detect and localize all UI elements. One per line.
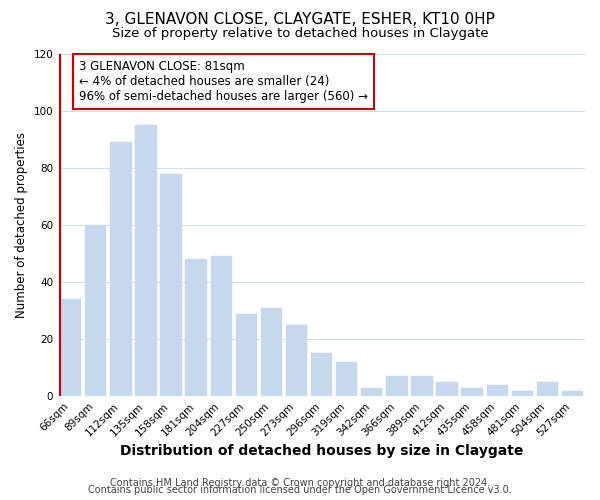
Text: 3 GLENAVON CLOSE: 81sqm
← 4% of detached houses are smaller (24)
96% of semi-det: 3 GLENAVON CLOSE: 81sqm ← 4% of detached… (79, 60, 368, 102)
Bar (436, 382, 458, 396)
Bar (261, 308, 282, 396)
Bar (461, 388, 483, 396)
Bar (537, 382, 558, 396)
Text: Contains public sector information licensed under the Open Government Licence v3: Contains public sector information licen… (88, 485, 512, 495)
X-axis label: Distribution of detached houses by size in Claygate: Distribution of detached houses by size … (120, 444, 523, 458)
Bar (60, 300, 82, 396)
Text: Size of property relative to detached houses in Claygate: Size of property relative to detached ho… (112, 28, 488, 40)
Y-axis label: Number of detached properties: Number of detached properties (15, 132, 28, 318)
Bar (311, 354, 332, 396)
Bar (411, 376, 433, 396)
Bar (211, 256, 232, 396)
Bar (110, 142, 131, 396)
Bar (336, 362, 358, 396)
Bar (487, 385, 508, 396)
Bar (185, 260, 207, 396)
Bar (136, 126, 157, 396)
Bar (236, 314, 257, 396)
Bar (512, 390, 533, 396)
Text: Contains HM Land Registry data © Crown copyright and database right 2024.: Contains HM Land Registry data © Crown c… (110, 478, 490, 488)
Bar (85, 225, 106, 396)
Bar (286, 325, 307, 396)
Bar (386, 376, 407, 396)
Text: 3, GLENAVON CLOSE, CLAYGATE, ESHER, KT10 0HP: 3, GLENAVON CLOSE, CLAYGATE, ESHER, KT10… (105, 12, 495, 28)
Bar (361, 388, 382, 396)
Bar (160, 174, 182, 396)
Bar (562, 390, 583, 396)
